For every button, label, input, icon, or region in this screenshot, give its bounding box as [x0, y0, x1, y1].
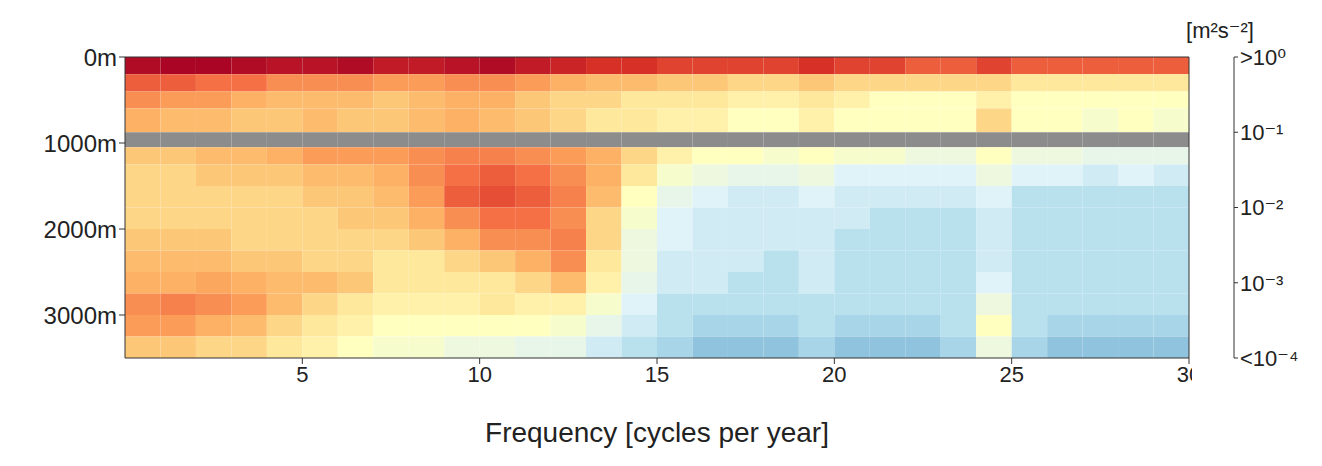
svg-text:10⁻³: 10⁻³	[1240, 271, 1283, 296]
svg-text:<10⁻⁴: <10⁻⁴	[1240, 346, 1298, 371]
svg-text:Frequency [cycles per year]: Frequency [cycles per year]	[485, 417, 829, 448]
svg-text:10⁻²: 10⁻²	[1240, 195, 1283, 220]
svg-text:0m: 0m	[84, 44, 117, 71]
svg-text:25: 25	[999, 362, 1023, 387]
svg-text:10⁻¹: 10⁻¹	[1240, 120, 1283, 145]
html-text:[m²s⁻²]: [m²s⁻²]	[1186, 18, 1254, 43]
svg-text:1000m: 1000m	[44, 130, 117, 157]
svg-text:10: 10	[467, 362, 491, 387]
svg-text:>10⁰: >10⁰	[1240, 45, 1286, 70]
svg-text:20: 20	[822, 362, 846, 387]
svg-text:15: 15	[645, 362, 669, 387]
svg-text:3000m: 3000m	[44, 302, 117, 329]
svg-text:30: 30	[1177, 362, 1192, 387]
svg-text:5: 5	[296, 362, 308, 387]
svg-text:2000m: 2000m	[44, 216, 117, 243]
